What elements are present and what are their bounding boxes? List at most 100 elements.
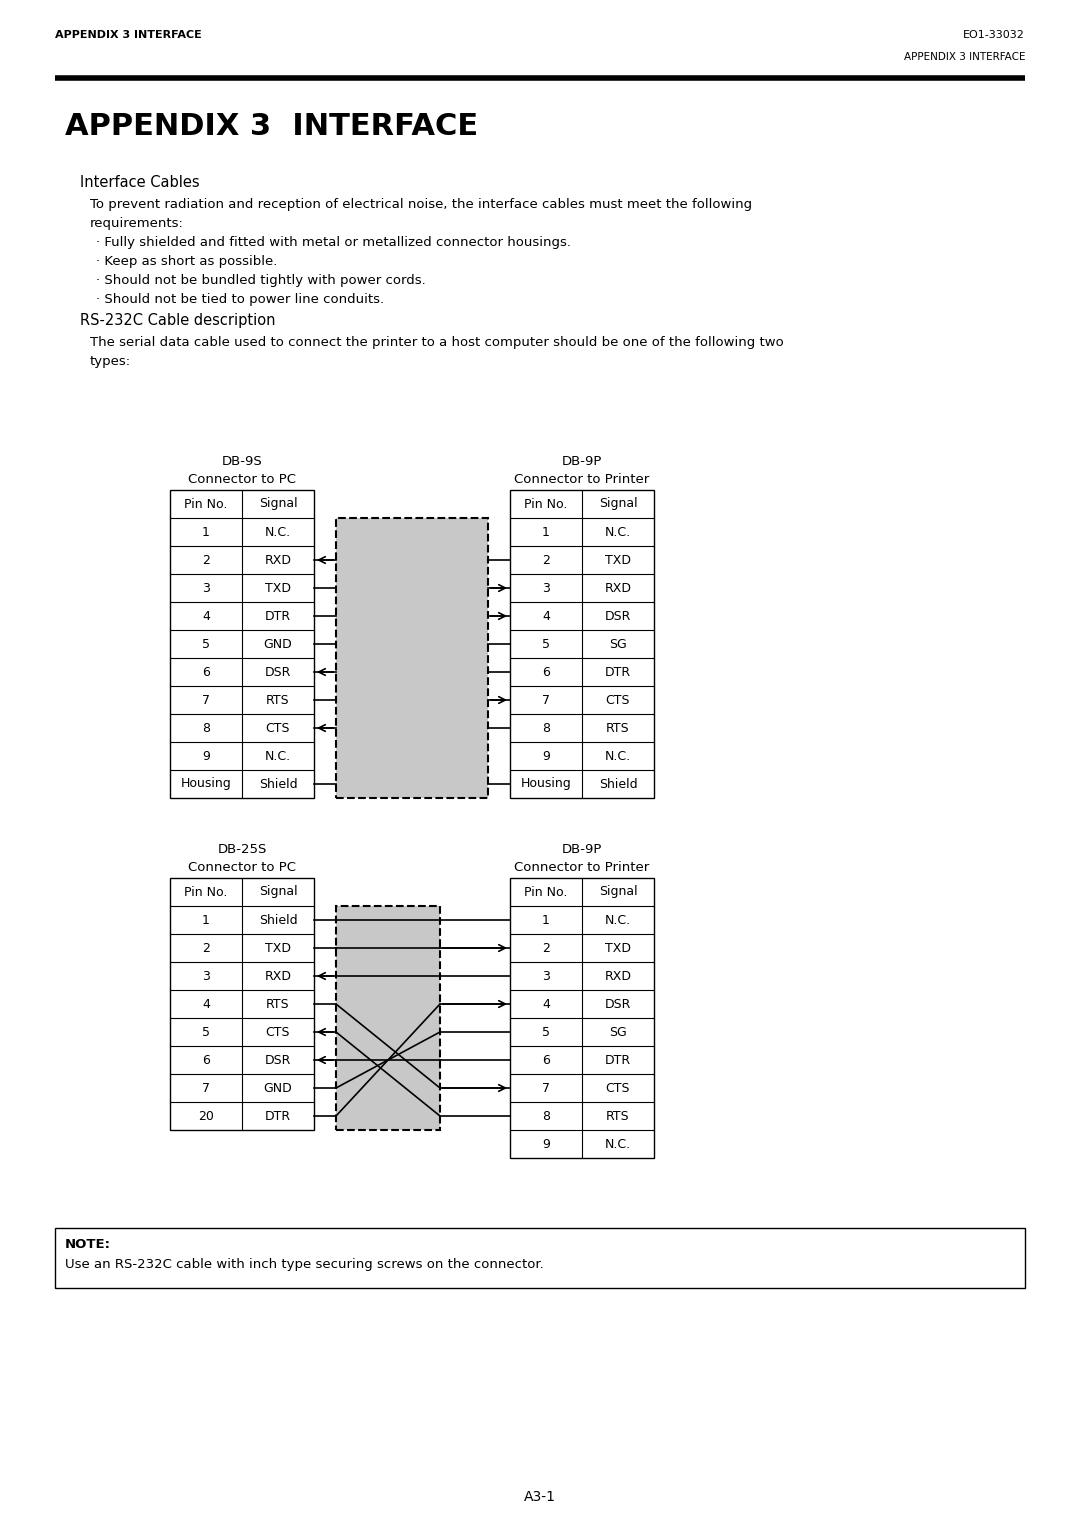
Text: Pin No.: Pin No.: [185, 497, 228, 511]
Text: GND: GND: [264, 637, 293, 651]
Text: 3: 3: [202, 970, 210, 982]
Text: 1: 1: [542, 526, 550, 538]
Text: APPENDIX 3 INTERFACE: APPENDIX 3 INTERFACE: [904, 52, 1025, 63]
Text: Pin No.: Pin No.: [524, 497, 568, 511]
Text: 4: 4: [202, 997, 210, 1011]
Text: 7: 7: [202, 694, 210, 706]
Text: N.C.: N.C.: [605, 526, 631, 538]
Text: · Should not be tied to power line conduits.: · Should not be tied to power line condu…: [96, 293, 384, 307]
Text: · Keep as short as possible.: · Keep as short as possible.: [96, 255, 278, 268]
Text: DSR: DSR: [605, 997, 631, 1011]
Text: 4: 4: [202, 610, 210, 622]
Text: Connector to Printer: Connector to Printer: [514, 862, 650, 874]
Text: Shield: Shield: [259, 778, 297, 790]
Text: Signal: Signal: [259, 497, 297, 511]
Bar: [510, 878, 654, 1157]
Text: 9: 9: [542, 749, 550, 762]
Text: 6: 6: [542, 665, 550, 679]
Text: Connector to PC: Connector to PC: [188, 473, 296, 486]
Bar: [336, 906, 440, 1130]
Text: DB-25S: DB-25S: [217, 843, 267, 856]
Text: APPENDIX 3 INTERFACE: APPENDIX 3 INTERFACE: [55, 30, 202, 40]
Text: 3: 3: [202, 581, 210, 595]
Text: 5: 5: [542, 1025, 550, 1039]
Text: 4: 4: [542, 610, 550, 622]
Text: · Fully shielded and fitted with metal or metallized connector housings.: · Fully shielded and fitted with metal o…: [96, 236, 571, 249]
Text: 2: 2: [202, 941, 210, 955]
Text: SG: SG: [609, 1025, 626, 1039]
Bar: [55, 1228, 1025, 1289]
Text: requirements:: requirements:: [90, 217, 184, 230]
Text: RS-232C Cable description: RS-232C Cable description: [80, 313, 275, 328]
Text: Signal: Signal: [598, 497, 637, 511]
Text: RXD: RXD: [265, 970, 292, 982]
Text: 7: 7: [542, 694, 550, 706]
Text: Connector to PC: Connector to PC: [188, 862, 296, 874]
Text: TXD: TXD: [605, 941, 631, 955]
Text: 8: 8: [202, 721, 210, 735]
Text: Signal: Signal: [598, 886, 637, 898]
Text: DTR: DTR: [605, 665, 631, 679]
Text: 1: 1: [202, 526, 210, 538]
Text: RXD: RXD: [605, 970, 632, 982]
Text: types:: types:: [90, 355, 131, 368]
Text: 5: 5: [202, 637, 210, 651]
Text: 8: 8: [542, 721, 550, 735]
Text: 20: 20: [198, 1110, 214, 1122]
Text: The serial data cable used to connect the printer to a host computer should be o: The serial data cable used to connect th…: [90, 336, 784, 349]
Text: Housing: Housing: [180, 778, 231, 790]
Text: SG: SG: [609, 637, 626, 651]
Bar: [170, 878, 314, 1130]
Text: RTS: RTS: [266, 997, 289, 1011]
Text: · Should not be bundled tightly with power cords.: · Should not be bundled tightly with pow…: [96, 274, 426, 287]
Text: DB-9S: DB-9S: [221, 454, 262, 468]
Text: Shield: Shield: [259, 913, 297, 927]
Text: 9: 9: [542, 1138, 550, 1150]
Text: Pin No.: Pin No.: [185, 886, 228, 898]
Text: Interface Cables: Interface Cables: [80, 175, 200, 191]
Bar: [170, 490, 314, 798]
Text: 5: 5: [542, 637, 550, 651]
Text: RTS: RTS: [266, 694, 289, 706]
Text: DTR: DTR: [265, 1110, 292, 1122]
Text: Shield: Shield: [598, 778, 637, 790]
Text: To prevent radiation and reception of electrical noise, the interface cables mus: To prevent radiation and reception of el…: [90, 198, 752, 210]
Text: DTR: DTR: [265, 610, 292, 622]
Text: Use an RS-232C cable with inch type securing screws on the connector.: Use an RS-232C cable with inch type secu…: [65, 1258, 543, 1270]
Text: N.C.: N.C.: [605, 749, 631, 762]
Text: 5: 5: [202, 1025, 210, 1039]
Text: GND: GND: [264, 1081, 293, 1095]
Text: DSR: DSR: [605, 610, 631, 622]
Text: Housing: Housing: [521, 778, 571, 790]
Text: 6: 6: [202, 1054, 210, 1066]
Text: 1: 1: [202, 913, 210, 927]
Text: CTS: CTS: [606, 1081, 631, 1095]
Text: 7: 7: [202, 1081, 210, 1095]
Text: CTS: CTS: [606, 694, 631, 706]
Text: NOTE:: NOTE:: [65, 1238, 111, 1250]
Text: RXD: RXD: [265, 554, 292, 566]
Text: 9: 9: [202, 749, 210, 762]
Text: 3: 3: [542, 581, 550, 595]
Text: 7: 7: [542, 1081, 550, 1095]
Text: RXD: RXD: [605, 581, 632, 595]
Text: DB-9P: DB-9P: [562, 454, 603, 468]
Text: TXD: TXD: [605, 554, 631, 566]
Text: DSR: DSR: [265, 665, 292, 679]
Text: 2: 2: [542, 554, 550, 566]
Bar: [336, 518, 488, 798]
Text: 2: 2: [202, 554, 210, 566]
Text: N.C.: N.C.: [265, 749, 292, 762]
Text: N.C.: N.C.: [605, 1138, 631, 1150]
Text: APPENDIX 3  INTERFACE: APPENDIX 3 INTERFACE: [65, 111, 478, 140]
Text: CTS: CTS: [266, 721, 291, 735]
Text: RTS: RTS: [606, 721, 630, 735]
Text: 6: 6: [202, 665, 210, 679]
Text: 2: 2: [542, 941, 550, 955]
Text: N.C.: N.C.: [265, 526, 292, 538]
Text: Signal: Signal: [259, 886, 297, 898]
Text: TXD: TXD: [265, 941, 291, 955]
Text: EO1-33032: EO1-33032: [963, 30, 1025, 40]
Text: TXD: TXD: [265, 581, 291, 595]
Text: DTR: DTR: [605, 1054, 631, 1066]
